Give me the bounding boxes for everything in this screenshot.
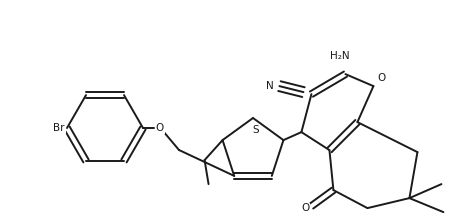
Text: Br: Br	[54, 123, 65, 133]
Text: S: S	[253, 125, 259, 135]
Text: O: O	[156, 123, 164, 133]
Text: N: N	[265, 81, 273, 91]
Text: H₂N: H₂N	[329, 51, 349, 61]
Text: O: O	[377, 73, 385, 83]
Text: O: O	[301, 203, 310, 213]
